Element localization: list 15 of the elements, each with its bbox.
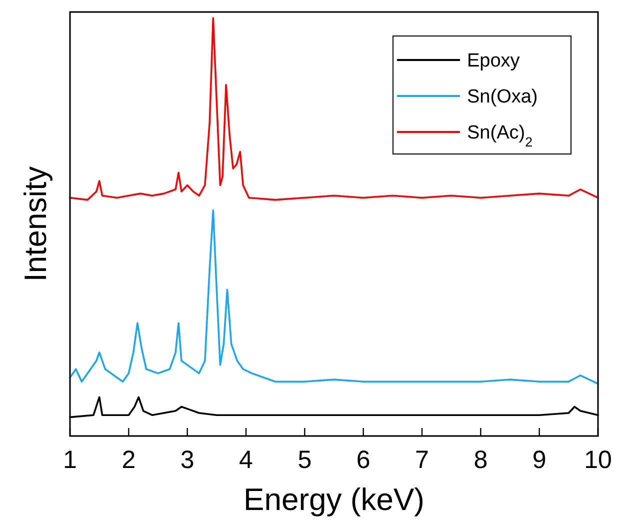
x-tick-label: 7 <box>415 446 429 474</box>
legend-label: Sn(Ac)$_{2}$ <box>467 122 532 150</box>
x-tick-label: 3 <box>180 446 194 474</box>
x-tick-label: 1 <box>63 446 77 474</box>
x-tick-label: 10 <box>584 446 612 474</box>
legend-label: Epoxy <box>467 50 520 72</box>
x-tick-label: 4 <box>239 446 254 474</box>
x-axis-title: Energy (keV) <box>244 482 424 517</box>
legend-label: Sn(Oxa) <box>467 86 538 108</box>
x-tick-label: 2 <box>122 446 136 474</box>
x-tick-label: 6 <box>356 446 370 474</box>
y-axis-title: Intensity <box>18 166 53 282</box>
x-tick-label: 9 <box>532 446 546 474</box>
x-tick-label: 8 <box>474 446 488 474</box>
x-tick-label: 5 <box>298 446 312 474</box>
